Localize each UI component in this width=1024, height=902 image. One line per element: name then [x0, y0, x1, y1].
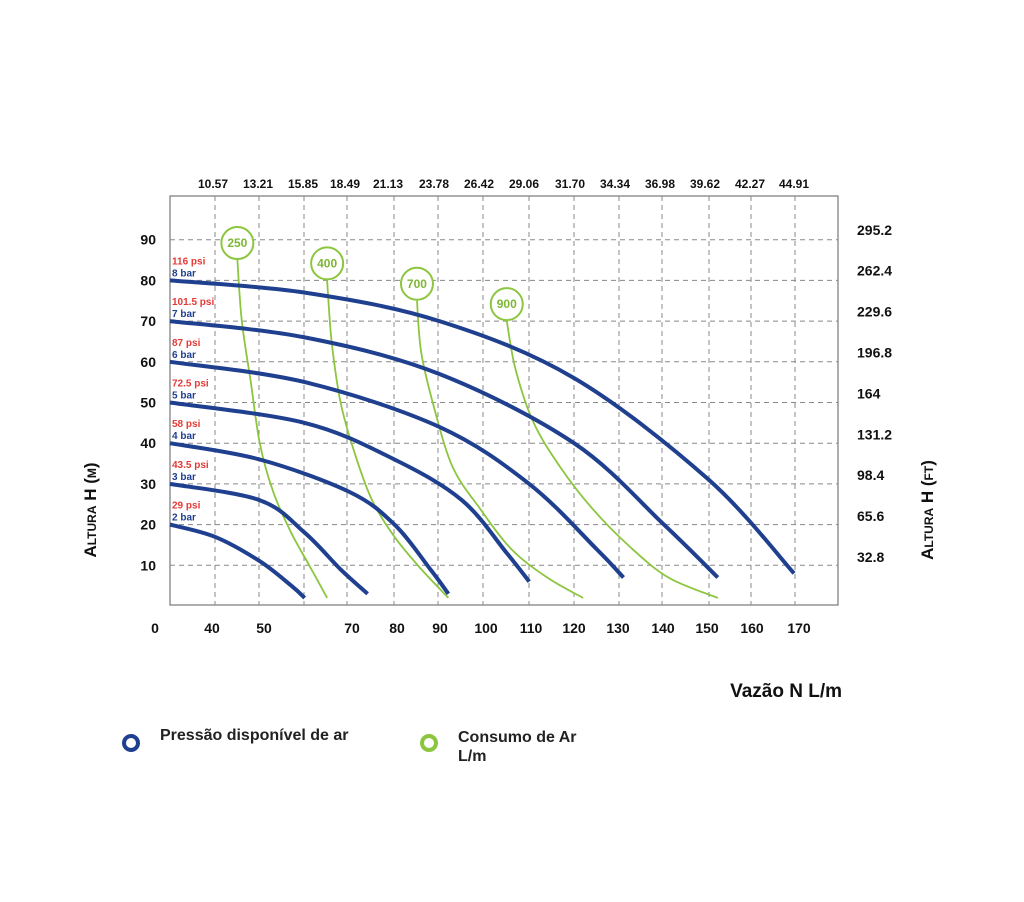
- top-tick-2: 15.85: [288, 177, 318, 191]
- x-tick-0: 0: [151, 620, 159, 636]
- air-label-700: 700: [407, 277, 427, 291]
- psi-label-4: 58 psi: [172, 419, 201, 430]
- air-label-250: 250: [227, 236, 247, 250]
- bar-label-4: 4 bar: [172, 431, 196, 442]
- legend-air-marker: [420, 734, 438, 752]
- y-tick-right-2: 98.4: [857, 467, 884, 483]
- air-line-400: [326, 280, 450, 599]
- x-tick-4: 80: [389, 620, 405, 636]
- bar-label-5: 3 bar: [172, 472, 196, 483]
- psi-label-5: 43.5 psi: [172, 460, 209, 471]
- x-tick-7: 110: [520, 620, 543, 636]
- psi-label-1: 101.5 psi: [172, 297, 214, 308]
- pressure-line-6-bar: [169, 359, 625, 579]
- top-tick-11: 39.62: [690, 177, 720, 191]
- x-tick-8: 120: [562, 620, 586, 636]
- y-tick-left-10: 10: [140, 557, 156, 573]
- x-tick-3: 70: [344, 620, 360, 636]
- x-tick-9: 130: [606, 620, 630, 636]
- y-tick-left-70: 70: [140, 313, 156, 329]
- psi-label-2: 87 psi: [172, 338, 201, 349]
- top-tick-6: 26.42: [464, 177, 494, 191]
- y-axis-label-right: Altura H (ft): [918, 460, 937, 560]
- pressure-line-3-bar: [169, 481, 369, 596]
- air-label-circle-700: [399, 266, 434, 301]
- x-tick-10: 140: [651, 620, 675, 636]
- bar-label-0: 8 bar: [172, 268, 196, 279]
- x-tick-12: 160: [740, 620, 764, 636]
- air-label-400: 400: [317, 256, 337, 270]
- x-tick-2: 50: [256, 620, 272, 636]
- pressure-lines: [169, 278, 796, 600]
- x-tick-11: 150: [695, 620, 719, 636]
- psi-label-6: 29 psi: [172, 501, 201, 512]
- x-tick-6: 100: [474, 620, 498, 636]
- y-tick-right-6: 229.6: [857, 304, 892, 320]
- top-tick-10: 36.98: [645, 177, 675, 191]
- top-tick-3: 18.49: [330, 177, 360, 191]
- y-tick-left-30: 30: [140, 476, 156, 492]
- y-tick-right-0: 32.8: [857, 549, 884, 565]
- air-label-circle-400: [310, 246, 345, 281]
- pressure-line-8-bar: [169, 278, 796, 575]
- x-tick-13: 170: [787, 620, 811, 636]
- air-line-700: [416, 300, 584, 599]
- top-tick-9: 34.34: [600, 177, 630, 191]
- psi-label-3: 72.5 psi: [172, 379, 209, 390]
- pressure-line-7-bar: [169, 319, 720, 579]
- y-tick-right-4: 164: [857, 385, 881, 401]
- bar-label-1: 7 bar: [172, 309, 196, 320]
- y-tick-left-20: 20: [140, 517, 156, 533]
- grid: [169, 195, 839, 606]
- legend-pressure-marker: [122, 734, 140, 752]
- x-tick-5: 90: [432, 620, 448, 636]
- bar-label-3: 5 bar: [172, 391, 196, 402]
- y-tick-right-7: 262.4: [857, 263, 892, 279]
- air-label-circle-900: [489, 287, 524, 322]
- air-label-circle-250: [220, 226, 255, 261]
- y-tick-left-90: 90: [140, 232, 156, 248]
- top-tick-4: 21.13: [373, 177, 403, 191]
- top-tick-13: 44.91: [779, 177, 809, 191]
- pressure-line-2-bar: [169, 522, 307, 600]
- x-tick-1: 40: [204, 620, 220, 636]
- y-tick-left-60: 60: [140, 354, 156, 370]
- air-line-900: [505, 320, 719, 599]
- y-tick-right-1: 65.6: [857, 508, 884, 524]
- y-tick-left-80: 80: [140, 272, 156, 288]
- air-line-250: [236, 259, 328, 599]
- legend-pressure-label: Pressão disponível de ar: [160, 727, 349, 744]
- y-tick-left-50: 50: [140, 395, 156, 411]
- pressure-line-5-bar: [169, 400, 531, 583]
- x-axis-label: Vazão N L/m: [730, 681, 842, 702]
- top-tick-5: 23.78: [419, 177, 449, 191]
- top-tick-12: 42.27: [735, 177, 765, 191]
- pressure-line-4-bar: [169, 441, 451, 595]
- y-axis-label-left: Altura H (m): [81, 462, 100, 557]
- psi-label-0: 116 psi: [172, 256, 206, 267]
- bar-label-2: 6 bar: [172, 350, 196, 361]
- y-tick-right-8: 295.2: [857, 222, 892, 238]
- top-tick-8: 31.70: [555, 177, 585, 191]
- top-tick-1: 13.21: [243, 177, 273, 191]
- bar-label-6: 2 bar: [172, 513, 196, 524]
- y-tick-left-40: 40: [140, 435, 156, 451]
- top-tick-0: 10.57: [198, 177, 228, 191]
- air-label-900: 900: [497, 297, 517, 311]
- plot-frame: [169, 195, 839, 606]
- y-tick-right-5: 196.8: [857, 345, 892, 361]
- top-tick-7: 29.06: [509, 177, 539, 191]
- tick-labels: 10.57 13.21 15.85 18.49 21.13 23.78 26.42 29.06…: [140, 177, 892, 636]
- legend-air-label-line1: Consumo de Ar: [458, 729, 577, 746]
- air-consumption-lines: [236, 259, 719, 599]
- y-tick-right-3: 131.2: [857, 426, 892, 442]
- legend-air-label-line2: L/m: [458, 748, 487, 765]
